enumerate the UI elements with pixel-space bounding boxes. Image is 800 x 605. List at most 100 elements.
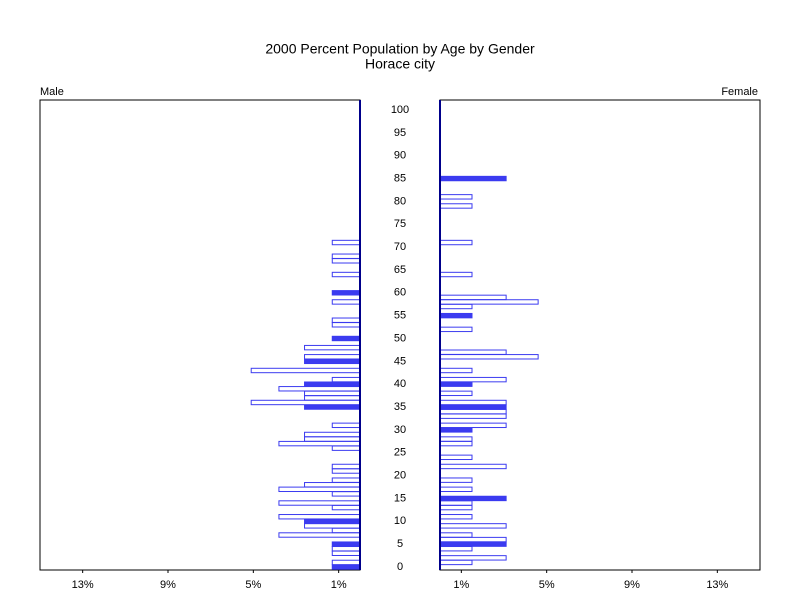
bar bbox=[304, 390, 361, 397]
y-tick-label: 70 bbox=[394, 241, 406, 253]
bar bbox=[331, 445, 361, 451]
bar bbox=[304, 358, 361, 365]
bar bbox=[331, 541, 361, 547]
bar bbox=[331, 463, 361, 470]
bar bbox=[439, 514, 473, 520]
y-tick-label: 50 bbox=[394, 332, 406, 344]
bar bbox=[304, 404, 361, 410]
y-tick-label: 45 bbox=[394, 355, 406, 367]
bar bbox=[304, 482, 361, 488]
bar bbox=[439, 326, 473, 333]
x-tick-label: 5% bbox=[245, 579, 261, 591]
legend-label: Male bbox=[40, 86, 64, 98]
bar bbox=[439, 239, 473, 246]
y-tick-label: 35 bbox=[394, 401, 406, 413]
bar bbox=[331, 299, 361, 305]
bar bbox=[250, 367, 361, 374]
bar bbox=[439, 504, 473, 511]
y-tick-label: 90 bbox=[394, 150, 406, 162]
x-tick-label: 13% bbox=[706, 579, 728, 591]
bar bbox=[331, 422, 361, 429]
bar bbox=[331, 491, 361, 497]
bar bbox=[331, 317, 361, 323]
bar bbox=[439, 303, 473, 310]
bar bbox=[439, 532, 473, 538]
x-tick-label: 5% bbox=[539, 579, 555, 591]
bar bbox=[250, 399, 361, 406]
y-tick-label: 5 bbox=[397, 538, 403, 550]
chart-subtitle: Horace city bbox=[365, 56, 435, 72]
bar bbox=[439, 390, 473, 397]
bar bbox=[331, 239, 361, 246]
bar bbox=[331, 290, 361, 296]
bar bbox=[439, 367, 473, 374]
bar bbox=[304, 354, 361, 360]
bar bbox=[331, 468, 361, 474]
bar bbox=[439, 203, 473, 209]
bar bbox=[304, 431, 361, 438]
bar bbox=[331, 564, 361, 570]
y-tick-label: 25 bbox=[394, 447, 406, 459]
bar bbox=[439, 486, 473, 493]
bar bbox=[304, 344, 361, 351]
bar bbox=[439, 376, 507, 383]
y-tick-label: 80 bbox=[394, 195, 406, 207]
bar bbox=[331, 253, 361, 259]
y-tick-label: 100 bbox=[391, 104, 409, 116]
bar bbox=[331, 550, 361, 556]
y-tick-label: 95 bbox=[394, 127, 406, 139]
bar bbox=[331, 258, 361, 264]
bar bbox=[331, 322, 361, 328]
bar bbox=[439, 440, 473, 447]
bar bbox=[439, 408, 507, 415]
bar bbox=[439, 381, 473, 387]
bar bbox=[439, 404, 507, 410]
bar bbox=[439, 427, 473, 433]
bar bbox=[331, 271, 361, 278]
y-tick-label: 65 bbox=[394, 264, 406, 276]
y-tick-label: 55 bbox=[394, 310, 406, 322]
x-tick-label: 1% bbox=[453, 579, 469, 591]
bar bbox=[439, 454, 473, 461]
bar bbox=[331, 527, 361, 534]
bar bbox=[439, 312, 473, 319]
bar bbox=[304, 436, 361, 442]
bar bbox=[278, 440, 361, 447]
x-tick-label: 9% bbox=[624, 579, 640, 591]
bar bbox=[331, 335, 361, 342]
y-tick-label: 60 bbox=[394, 287, 406, 299]
bar bbox=[439, 495, 507, 502]
bar bbox=[439, 500, 473, 506]
bar bbox=[304, 381, 361, 387]
bar bbox=[439, 541, 507, 547]
bar bbox=[331, 376, 361, 383]
bar bbox=[278, 486, 361, 493]
bar bbox=[278, 500, 361, 506]
y-tick-label: 0 bbox=[397, 561, 403, 573]
bar bbox=[439, 294, 507, 301]
bar bbox=[331, 477, 361, 483]
x-tick-label: 9% bbox=[160, 579, 176, 591]
bar bbox=[439, 299, 539, 305]
bar bbox=[278, 386, 361, 392]
bar bbox=[439, 271, 473, 278]
y-tick-label: 10 bbox=[394, 515, 406, 527]
bar bbox=[304, 395, 361, 401]
chart-title: 2000 Percent Population by Age by Gender bbox=[265, 41, 535, 57]
bar bbox=[331, 504, 361, 511]
bar bbox=[439, 422, 507, 429]
bar bbox=[439, 555, 507, 561]
bar bbox=[331, 546, 361, 552]
y-tick-label: 15 bbox=[394, 492, 406, 504]
bar bbox=[304, 518, 361, 524]
bar bbox=[439, 413, 507, 419]
bar bbox=[439, 194, 473, 200]
bar bbox=[439, 436, 473, 442]
bar bbox=[439, 354, 539, 360]
bar bbox=[304, 523, 361, 529]
legend-label: Female bbox=[721, 86, 758, 98]
bar bbox=[439, 536, 507, 543]
bar bbox=[439, 546, 473, 552]
bar bbox=[439, 559, 473, 566]
